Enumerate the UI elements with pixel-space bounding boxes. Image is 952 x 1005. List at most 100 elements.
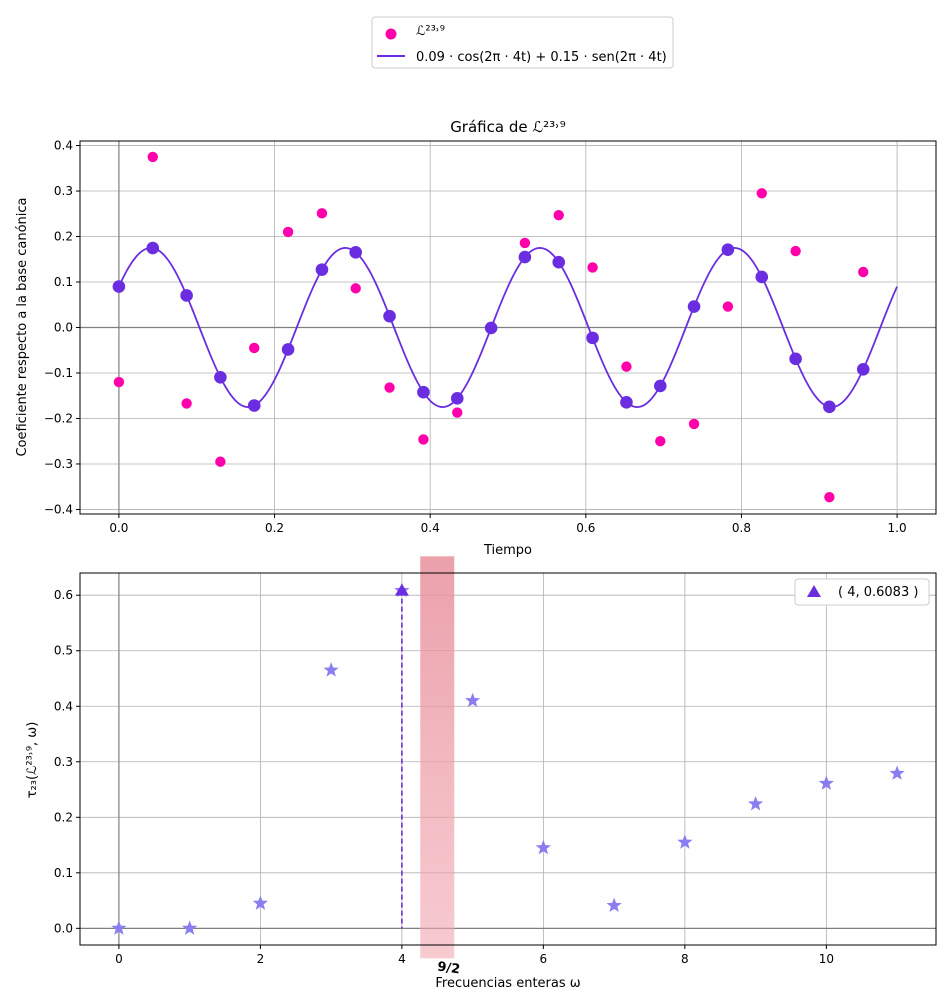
y-tick-label: 0.1: [54, 275, 73, 289]
model-sample-point: [687, 300, 701, 313]
spectrum-zero-axes: [80, 573, 936, 945]
model-sample-point: [586, 331, 599, 345]
model-sample-point: [315, 263, 329, 276]
spectrum-grid: [80, 573, 936, 945]
spectrum-plot-area: [80, 573, 936, 945]
annotation-label: 9/2: [436, 959, 461, 977]
x-tick-label: 0.6: [576, 521, 595, 535]
signal-point: [215, 456, 226, 467]
spectrum-star: [535, 839, 551, 855]
x-tick-label: 8: [681, 952, 689, 966]
legend-peak-marker: [807, 585, 821, 597]
spectrum-star: [111, 920, 127, 935]
x-tick-label: 4: [398, 952, 406, 966]
x-tick-label: 6: [540, 952, 548, 966]
model-sample-point: [349, 246, 363, 259]
y-tick-label: 0.0: [54, 921, 73, 935]
signal-point: [553, 209, 564, 221]
model-sample-point: [721, 243, 735, 256]
signal-title: Gráfica de ℒ²³˒⁹: [450, 118, 566, 136]
spectrum-legend: ( 4, 0.6083 ): [794, 578, 930, 606]
spectrum-panel: 0 2 4 6 8 10 0.0 0.1 0.2 0.3 0.4 0.5 0.6 Frecuencia…: [25, 556, 937, 991]
peak-marker: [394, 583, 409, 596]
model-sample-point: [214, 370, 227, 384]
signal-y-ticks: −0.4 −0.3 −0.2 −0.1 0.0 0.1 0.2 0.3 0.4: [44, 139, 80, 516]
y-tick-label: −0.1: [44, 366, 73, 380]
model-sample-point: [620, 396, 633, 409]
x-tick-label: 2: [257, 952, 265, 966]
model-sample-point: [383, 309, 396, 323]
model-sample-points: [112, 241, 870, 414]
signal-point: [858, 266, 869, 278]
x-tick-label: 0.4: [421, 521, 440, 535]
signal-point: [316, 208, 328, 219]
x-tick-label: 10: [819, 952, 834, 966]
model-sample-point: [247, 399, 261, 412]
x-tick-label: 0.8: [732, 521, 751, 535]
spectrum-frame: [79, 572, 937, 946]
x-tick-label: 0: [115, 952, 123, 966]
signal-x-ticks: 0.0 0.2 0.4 0.6 0.8 1.0: [109, 514, 907, 535]
model-sample-point: [789, 352, 802, 366]
top-legend: ℒ²³˒⁹ 0.09 · cos(2π · 4t) + 0.15 · sen(2…: [371, 16, 674, 69]
y-tick-label: −0.2: [44, 411, 73, 425]
spectrum-star: [889, 765, 905, 780]
signal-point: [282, 226, 294, 238]
signal-point: [621, 361, 632, 372]
y-tick-label: 0.2: [54, 810, 73, 824]
signal-point: [655, 436, 666, 447]
spectrum-star: [747, 795, 764, 811]
model-sample-point: [552, 255, 566, 269]
model-sample-point: [484, 321, 498, 335]
signal-point: [452, 407, 463, 418]
spectrum-x-label: Frecuencias enteras ω: [435, 976, 580, 991]
signal-point: [249, 342, 260, 354]
y-tick-label: 0.5: [54, 644, 73, 658]
signal-point: [587, 262, 598, 273]
model-sample-point: [450, 392, 464, 405]
model-sample-point: [823, 400, 836, 414]
signal-point: [722, 301, 734, 312]
spectrum-star: [465, 692, 481, 708]
signal-point: [756, 188, 767, 199]
spectrum-star: [252, 895, 269, 910]
spectrum-y-label: τ₂₃(ℒ²³˒⁹, ω): [25, 722, 40, 799]
x-tick-label: 0.2: [265, 521, 284, 535]
y-tick-label: 0.2: [54, 230, 73, 244]
legend-model-label: 0.09 · cos(2π · 4t) + 0.15 · sen(2π · 4t…: [416, 50, 667, 65]
signal-x-label: Tiempo: [483, 543, 532, 558]
spectrum-star: [323, 662, 339, 677]
model-sample-point: [281, 343, 295, 356]
model-sample-point: [112, 280, 126, 293]
model-sample-point: [180, 289, 193, 302]
y-tick-label: 0.3: [54, 184, 73, 198]
signal-point: [688, 418, 700, 430]
signal-point: [790, 245, 801, 257]
y-tick-label: 0.4: [54, 699, 73, 713]
model-sample-point: [417, 385, 430, 399]
y-tick-label: 0.0: [54, 321, 73, 335]
spectrum-star: [606, 897, 622, 913]
y-tick-label: −0.4: [44, 502, 73, 516]
signal-point: [418, 434, 429, 445]
y-tick-label: 0.6: [54, 588, 73, 602]
signal-zero-axes: [80, 141, 936, 514]
spectrum-stars: [111, 582, 905, 935]
legend-peak-label: ( 4, 0.6083 ): [838, 585, 918, 600]
spectrum-legend-frame: [794, 578, 930, 606]
model-sample-point: [518, 250, 532, 264]
spectrum-x-ticks: 0 2 4 6 8 10: [115, 945, 834, 966]
model-sample-point: [755, 270, 769, 284]
spectrum-star: [182, 920, 198, 935]
signal-point: [350, 283, 361, 294]
model-sample-point: [856, 362, 870, 376]
model-sample-point: [653, 379, 667, 393]
legend-signal-marker: [385, 28, 397, 40]
y-tick-label: 0.3: [54, 755, 73, 769]
spectrum-y-ticks: 0.0 0.1 0.2 0.3 0.4 0.5 0.6: [54, 588, 80, 935]
y-tick-label: 0.1: [54, 866, 73, 880]
signal-y-label: Coeficiente respecto a la base canónica: [15, 197, 30, 456]
y-tick-label: −0.3: [44, 457, 73, 471]
signal-point: [384, 382, 395, 393]
